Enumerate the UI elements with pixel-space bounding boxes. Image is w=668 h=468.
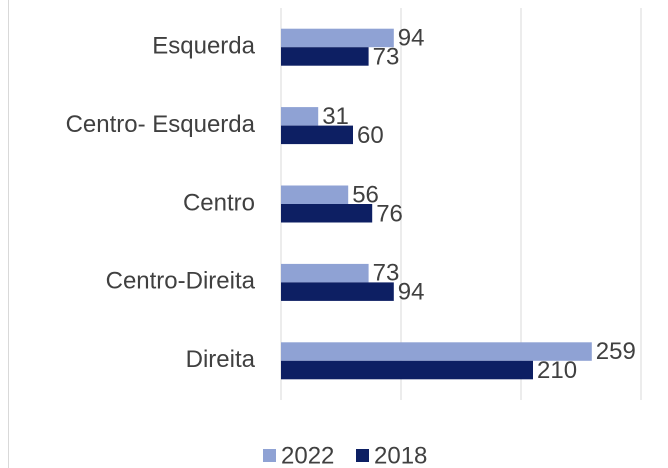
bar [281, 360, 533, 380]
legend-swatch [263, 449, 276, 462]
legend-label: 2018 [374, 442, 427, 468]
value-label: 259 [596, 338, 636, 365]
chart-frame [8, 0, 9, 468]
legend-swatch [356, 449, 369, 462]
value-label: 60 [357, 122, 384, 149]
bar [281, 28, 394, 48]
value-label: 73 [373, 260, 400, 287]
value-label: 94 [398, 279, 425, 306]
bar [281, 342, 592, 361]
value-label: 94 [398, 25, 425, 52]
bar [281, 263, 369, 283]
category-label: Centro [183, 189, 255, 216]
value-label: 73 [373, 44, 400, 71]
value-label: 56 [352, 181, 379, 208]
bar [281, 185, 349, 204]
value-label: 76 [376, 200, 403, 227]
category-label: Esquerda [152, 33, 255, 60]
value-label: 31 [322, 103, 349, 130]
category-label: Centro- Esquerda [66, 111, 256, 138]
bar [281, 204, 373, 223]
value-label: 210 [537, 357, 577, 384]
bar [281, 47, 369, 66]
bar [281, 107, 319, 126]
legend-label: 2022 [281, 442, 334, 468]
category-label: Direita [186, 346, 256, 373]
bar [281, 282, 394, 301]
category-label: Centro-Direita [106, 268, 256, 295]
bar [281, 125, 353, 145]
